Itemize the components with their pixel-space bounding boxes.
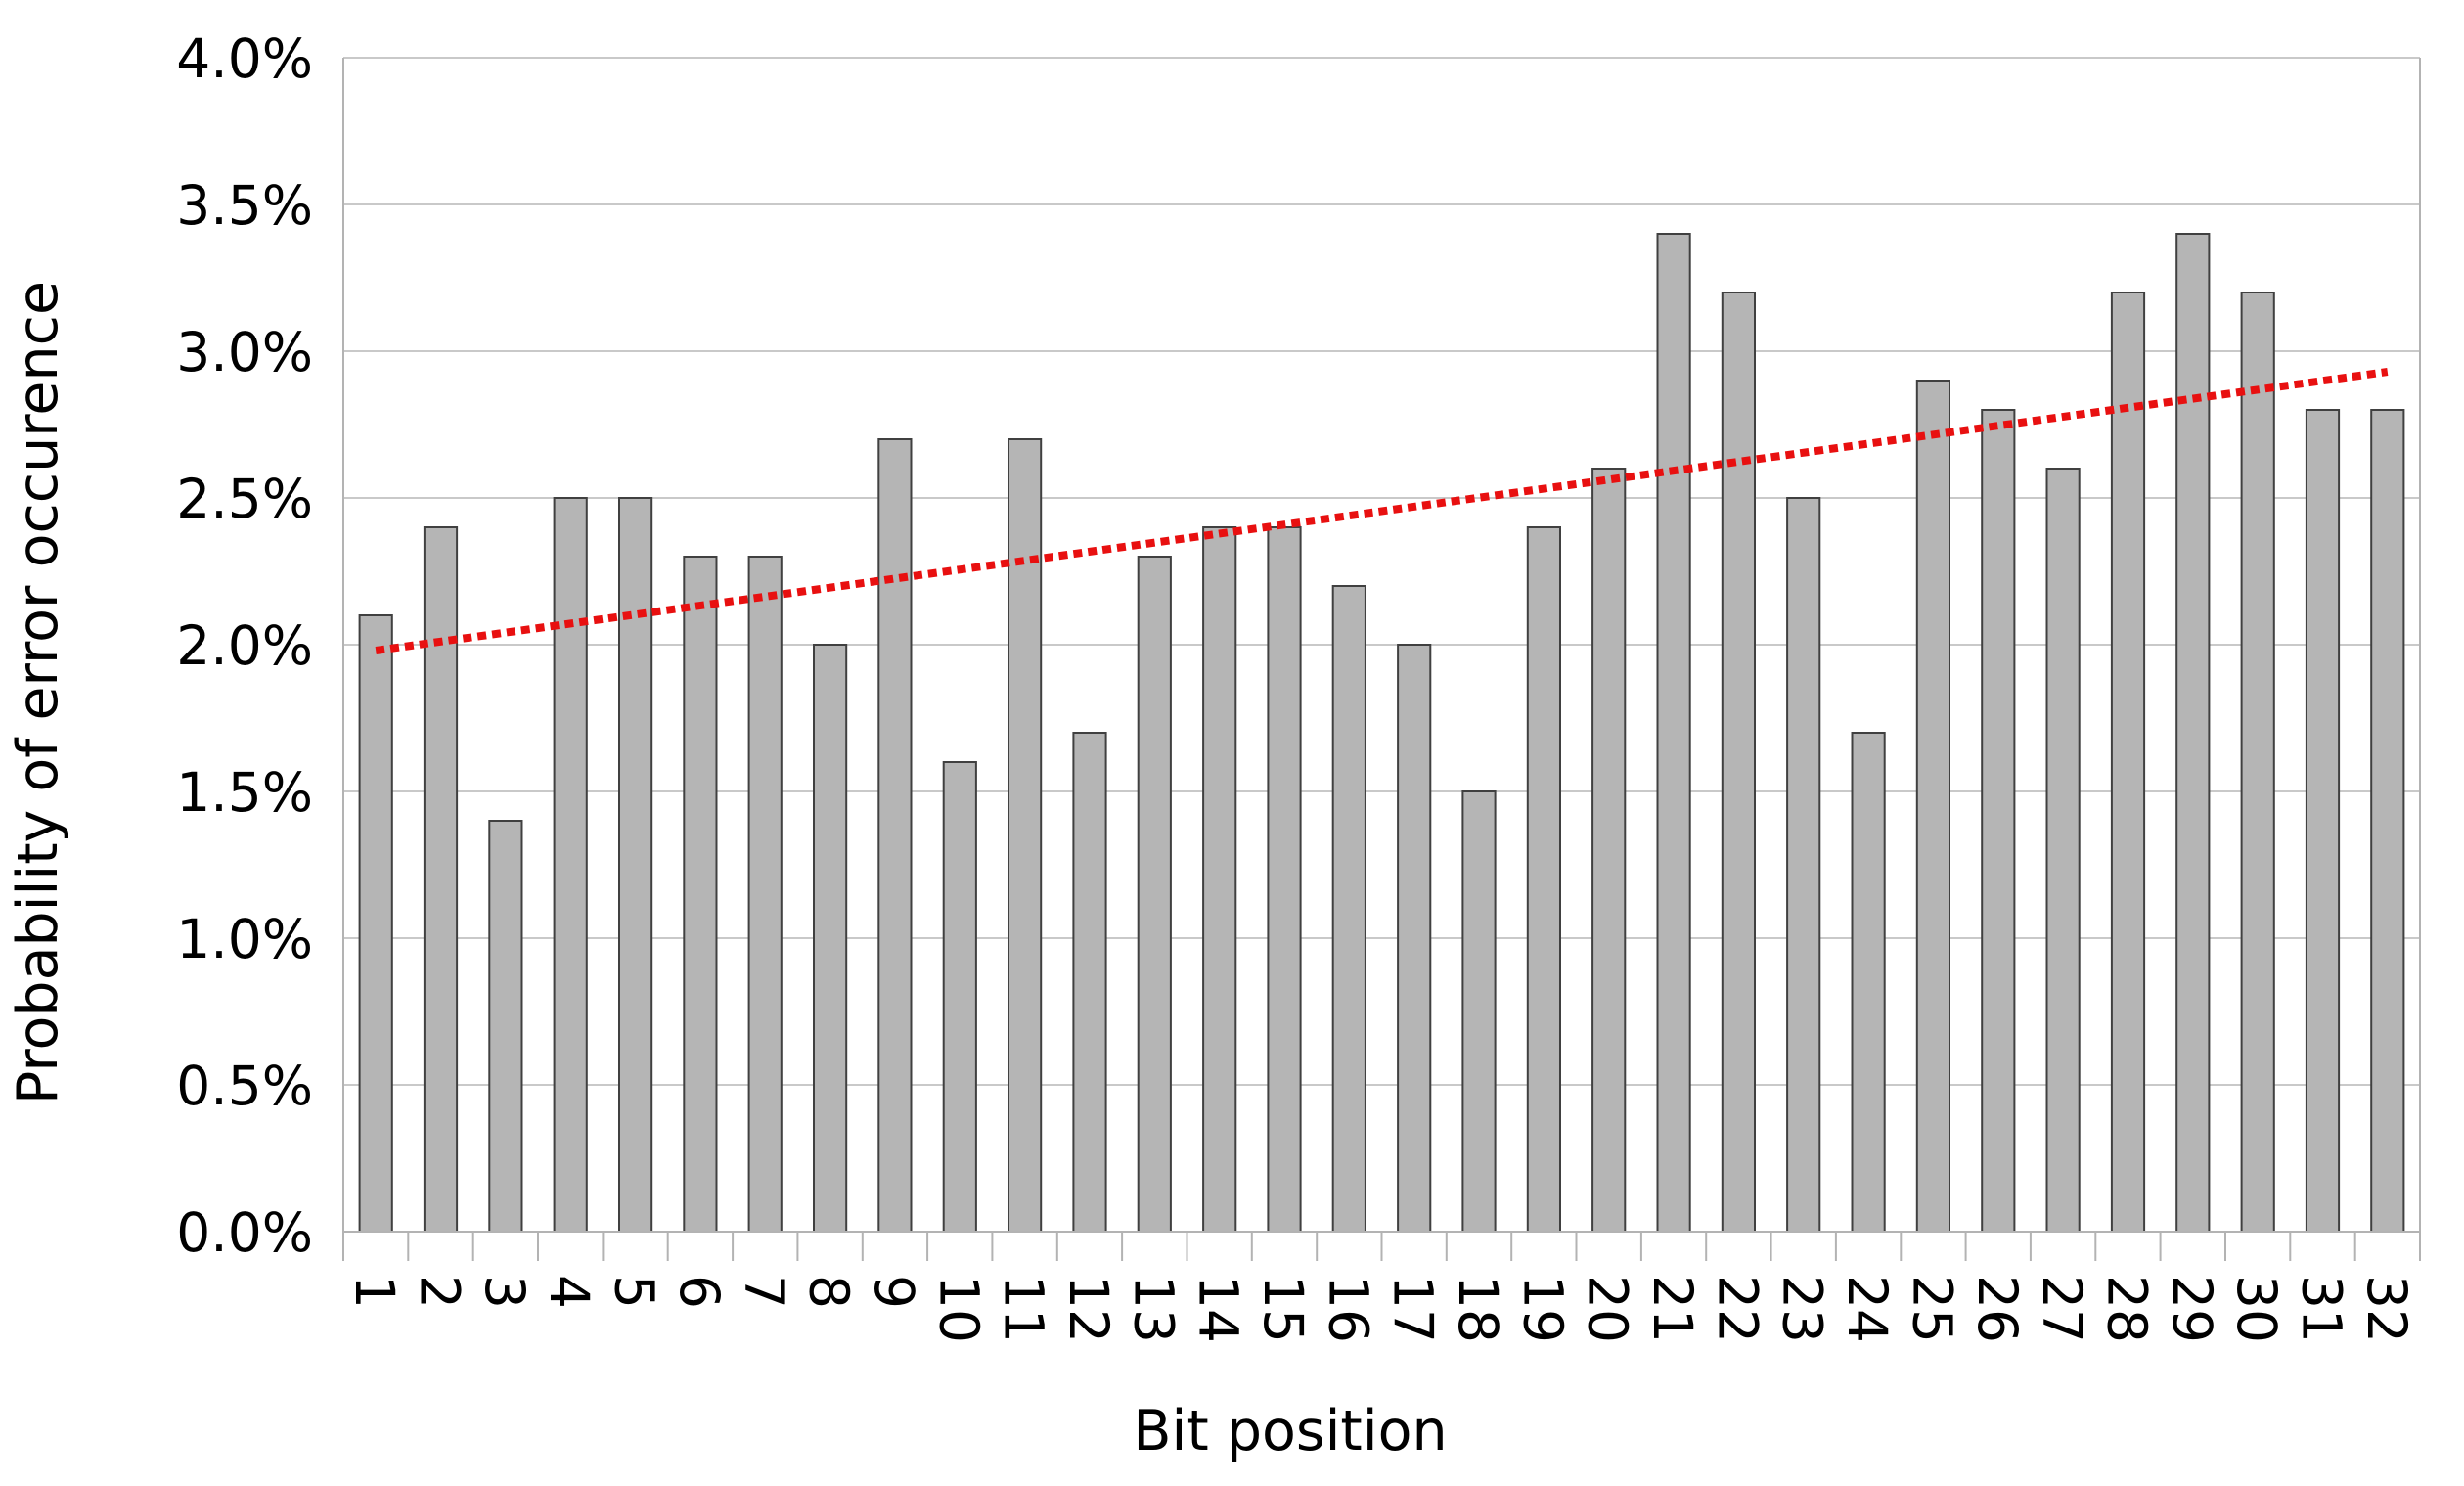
bar-bit-18 xyxy=(1461,790,1497,1233)
x-tick-label: 5 xyxy=(604,1275,666,1309)
x-tick-label: 22 xyxy=(1706,1275,1769,1343)
bar-bit-9 xyxy=(877,438,913,1233)
x-tick-label: 13 xyxy=(1122,1275,1185,1343)
y-tick-label: 3.5% xyxy=(176,174,313,237)
x-tick-label: 11 xyxy=(993,1275,1055,1343)
y-tick-label: 2.0% xyxy=(176,614,313,677)
trendline-group xyxy=(375,368,2389,654)
x-tick-label: 23 xyxy=(1771,1275,1834,1343)
tick-labels-group: 4.0%3.5%3.0%2.5%2.0%1.5%1.0%0.5%0.0%1 2 3 4… xyxy=(176,27,2418,1343)
bar-bit-16 xyxy=(1331,585,1366,1233)
bar-bit-31 xyxy=(2305,409,2341,1233)
x-tick-label: 14 xyxy=(1187,1275,1250,1343)
x-tick-label: 21 xyxy=(1641,1275,1704,1343)
bar-bit-17 xyxy=(1397,644,1432,1233)
bar-bit-12 xyxy=(1072,732,1107,1233)
x-tick-label: 8 xyxy=(798,1275,861,1309)
y-tick-label: 2.5% xyxy=(176,468,313,530)
bar-bit-11 xyxy=(1008,438,1043,1233)
bar-bit-21 xyxy=(1656,233,1691,1233)
bar-bit-23 xyxy=(1786,497,1821,1233)
bar-bit-2 xyxy=(423,526,459,1233)
x-tick-label: 12 xyxy=(1057,1275,1120,1343)
bar-bit-30 xyxy=(2240,292,2275,1233)
bar-bit-27 xyxy=(2045,468,2081,1233)
x-tick-label: 1 xyxy=(343,1275,406,1309)
y-tick-label: 4.0% xyxy=(176,27,313,90)
bar-bit-14 xyxy=(1202,526,1237,1233)
x-tick-label: 19 xyxy=(1511,1275,1574,1343)
x-tick-label: 24 xyxy=(1836,1275,1899,1343)
x-tick-label: 2 xyxy=(409,1275,471,1309)
y-tick-label: 1.0% xyxy=(176,908,313,970)
trendline xyxy=(375,368,2389,654)
bar-bit-3 xyxy=(488,820,523,1233)
bar-bit-15 xyxy=(1267,526,1302,1233)
bar-bit-6 xyxy=(683,556,718,1233)
x-tick-label: 18 xyxy=(1447,1275,1509,1343)
x-tick-label: 3 xyxy=(473,1275,536,1309)
x-tick-label: 27 xyxy=(2031,1275,2093,1343)
x-tick-label: 7 xyxy=(733,1275,795,1309)
bar-bit-10 xyxy=(942,761,977,1233)
x-tick-label: 28 xyxy=(2096,1275,2159,1343)
bar-bit-7 xyxy=(747,556,783,1233)
bar-bit-32 xyxy=(2370,409,2405,1233)
bar-bit-20 xyxy=(1591,468,1627,1233)
bar-bit-19 xyxy=(1526,526,1562,1233)
x-tick-label: 32 xyxy=(2355,1275,2418,1343)
x-tick-label: 16 xyxy=(1317,1275,1379,1343)
bar-bit-4 xyxy=(553,497,588,1233)
x-tick-label: 30 xyxy=(2225,1275,2288,1343)
x-tick-label: 6 xyxy=(668,1275,731,1309)
x-axis-title: Bit position xyxy=(1133,1399,1447,1463)
bars-group xyxy=(358,233,2405,1233)
bar-bit-28 xyxy=(2110,292,2146,1233)
axes-group xyxy=(342,58,2421,1261)
x-tick-label: 31 xyxy=(2291,1275,2353,1343)
bar-bit-25 xyxy=(1915,380,1951,1233)
bar-bit-22 xyxy=(1721,292,1757,1233)
x-tick-label: 26 xyxy=(1966,1275,2029,1343)
x-tick-label: 20 xyxy=(1577,1275,1639,1343)
bar-bit-26 xyxy=(1981,409,2016,1233)
x-tick-label: 10 xyxy=(927,1275,990,1343)
bar-bit-13 xyxy=(1137,556,1172,1233)
x-tick-label: 9 xyxy=(863,1275,925,1309)
x-tick-label: 15 xyxy=(1252,1275,1315,1343)
y-tick-label: 1.5% xyxy=(176,761,313,824)
x-tick-label: 4 xyxy=(538,1275,601,1309)
bar-bit-8 xyxy=(813,644,848,1233)
bar-bit-29 xyxy=(2175,233,2211,1233)
y-axis-title: Probability of error occurence xyxy=(6,281,70,1104)
x-tick-label: 17 xyxy=(1382,1275,1445,1343)
x-tick-label: 29 xyxy=(2161,1275,2223,1343)
bar-bit-1 xyxy=(358,614,393,1233)
y-tick-label: 0.5% xyxy=(176,1055,313,1117)
bar-bit-24 xyxy=(1851,732,1886,1233)
bar-bit-5 xyxy=(618,497,653,1233)
x-tick-label: 25 xyxy=(1901,1275,1963,1343)
gridlines-group xyxy=(343,57,2420,1086)
y-tick-label: 3.0% xyxy=(176,321,313,383)
y-tick-label: 0.0% xyxy=(176,1201,313,1264)
